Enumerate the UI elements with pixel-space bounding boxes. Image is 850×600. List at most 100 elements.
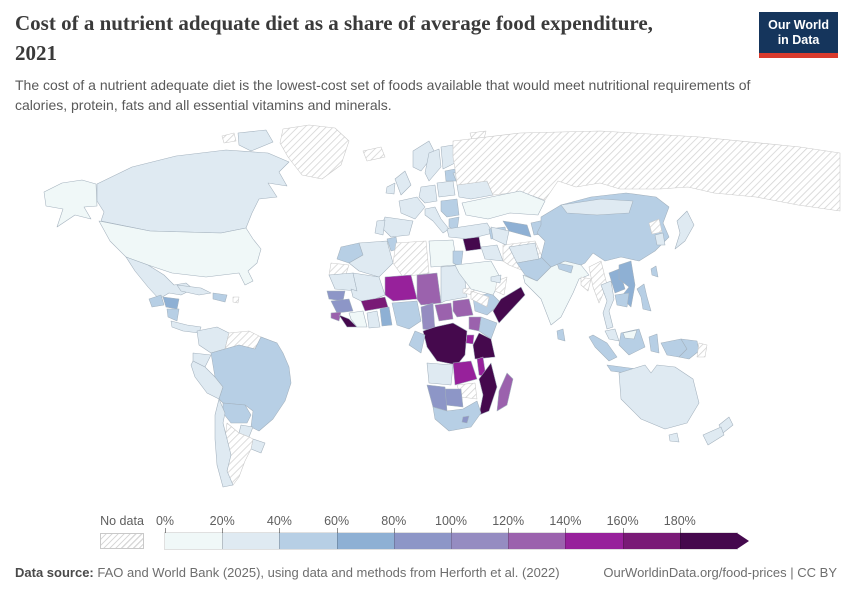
country-guinea[interactable] bbox=[330, 298, 354, 314]
country-bangladesh[interactable] bbox=[580, 276, 592, 292]
country-tanzania[interactable] bbox=[472, 332, 496, 360]
country-somalia[interactable] bbox=[492, 286, 526, 324]
country-cambodia[interactable] bbox=[614, 292, 630, 308]
country-ireland[interactable] bbox=[385, 182, 396, 195]
country-mozambique[interactable] bbox=[478, 362, 498, 416]
country-cameroon[interactable] bbox=[420, 302, 436, 332]
legend-bin-180%+[interactable] bbox=[679, 533, 737, 549]
country-mali[interactable] bbox=[350, 272, 386, 304]
legend-bin-40-60%[interactable] bbox=[279, 533, 337, 549]
country-alaska[interactable] bbox=[43, 179, 98, 228]
country-burkina-faso[interactable] bbox=[360, 296, 389, 312]
country-chad[interactable] bbox=[416, 272, 442, 306]
country-new-zealand-south[interactable] bbox=[702, 426, 725, 446]
country-cuba[interactable] bbox=[176, 284, 212, 296]
country-portugal[interactable] bbox=[374, 219, 386, 236]
country-mauritania[interactable] bbox=[328, 272, 358, 292]
country-algeria[interactable] bbox=[348, 240, 394, 278]
country-yemen[interactable] bbox=[470, 290, 490, 308]
country-uruguay[interactable] bbox=[250, 438, 266, 454]
country-philippines[interactable] bbox=[636, 283, 652, 312]
country-zambia[interactable] bbox=[452, 360, 478, 386]
country-lesser-antilles[interactable] bbox=[232, 296, 240, 304]
country-hispaniola[interactable] bbox=[212, 292, 228, 303]
country-syria[interactable] bbox=[462, 236, 482, 252]
legend-bin-20-40%[interactable] bbox=[222, 533, 280, 549]
country-malaysia[interactable] bbox=[604, 328, 620, 342]
country-congo-gabon[interactable] bbox=[408, 330, 426, 354]
country-sweden[interactable] bbox=[424, 148, 442, 182]
country-iraq[interactable] bbox=[480, 244, 504, 262]
country-nigeria[interactable] bbox=[391, 300, 422, 330]
country-south-africa[interactable] bbox=[432, 400, 482, 432]
country-north-korea[interactable] bbox=[648, 218, 663, 235]
country-turkmenistan[interactable] bbox=[490, 226, 510, 246]
country-arctic-islands[interactable] bbox=[221, 132, 237, 144]
country-niger[interactable] bbox=[384, 274, 418, 302]
country-canada[interactable] bbox=[96, 149, 290, 234]
country-sri-lanka[interactable] bbox=[556, 328, 566, 342]
country-spain[interactable] bbox=[380, 216, 414, 238]
legend-bin-60-80%[interactable] bbox=[336, 533, 394, 549]
country-baffin[interactable] bbox=[237, 129, 274, 152]
legend-bin-80-100%[interactable] bbox=[393, 533, 451, 549]
country-saudi-arabia[interactable] bbox=[454, 260, 502, 296]
country-thailand[interactable] bbox=[600, 280, 615, 330]
country-ivory-coast[interactable] bbox=[348, 310, 368, 328]
country-guatemala[interactable] bbox=[148, 294, 165, 308]
country-drc[interactable] bbox=[422, 322, 468, 366]
country-togo-benin[interactable] bbox=[379, 306, 393, 327]
country-sierra-leone[interactable] bbox=[330, 311, 342, 322]
legend-bin-120-140%[interactable] bbox=[508, 533, 566, 549]
country-south-sudan[interactable] bbox=[452, 298, 474, 318]
country-laos[interactable] bbox=[608, 268, 626, 294]
country-indonesia-sumatra[interactable] bbox=[588, 334, 618, 362]
country-angola[interactable] bbox=[426, 362, 454, 386]
country-myanmar[interactable] bbox=[588, 260, 608, 304]
country-iceland[interactable] bbox=[362, 146, 386, 162]
country-uganda[interactable] bbox=[468, 316, 482, 332]
country-chile[interactable] bbox=[214, 398, 234, 488]
country-germany[interactable] bbox=[418, 184, 438, 204]
legend-bin-0-20%[interactable] bbox=[165, 533, 223, 549]
country-italy[interactable] bbox=[424, 206, 450, 234]
country-rwanda-burundi[interactable] bbox=[465, 334, 475, 345]
country-central-african-republic[interactable] bbox=[434, 302, 454, 322]
country-honduras[interactable] bbox=[162, 296, 180, 310]
country-australia[interactable] bbox=[618, 364, 700, 430]
country-russia[interactable] bbox=[452, 130, 841, 212]
country-turkey[interactable] bbox=[446, 222, 494, 240]
owid-logo[interactable]: Our World in Data bbox=[759, 12, 838, 58]
country-costa-rica-panama[interactable] bbox=[170, 320, 202, 334]
country-papua-new-guinea[interactable] bbox=[678, 338, 700, 360]
legend-bin-100-120%[interactable] bbox=[450, 533, 509, 549]
legend-bin-160-180%[interactable] bbox=[622, 533, 680, 549]
country-madagascar[interactable] bbox=[496, 372, 514, 412]
country-solomon-islands[interactable] bbox=[696, 342, 708, 358]
license-link[interactable]: OurWorldinData.org/food-prices | CC BY bbox=[603, 565, 837, 580]
no-data-swatch[interactable] bbox=[100, 533, 144, 549]
country-uae[interactable] bbox=[490, 274, 502, 284]
country-tasmania[interactable] bbox=[668, 432, 680, 443]
country-south-korea[interactable] bbox=[654, 232, 666, 246]
country-mongolia[interactable] bbox=[560, 198, 634, 216]
country-kazakhstan[interactable] bbox=[461, 190, 546, 220]
country-namibia[interactable] bbox=[426, 384, 448, 412]
country-balkans[interactable] bbox=[440, 198, 460, 218]
country-taiwan[interactable] bbox=[650, 265, 659, 278]
country-libya[interactable] bbox=[392, 240, 430, 278]
country-malaysia-borneo[interactable] bbox=[622, 329, 638, 340]
country-lesotho[interactable] bbox=[461, 415, 470, 424]
country-ghana[interactable] bbox=[366, 310, 381, 329]
country-greenland[interactable] bbox=[279, 124, 350, 180]
country-uzbekistan[interactable] bbox=[502, 220, 532, 238]
country-nepal[interactable] bbox=[556, 262, 574, 274]
country-nicaragua[interactable] bbox=[166, 308, 180, 322]
country-france[interactable] bbox=[398, 196, 426, 220]
legend-bin-140-160%[interactable] bbox=[565, 533, 623, 549]
country-poland[interactable] bbox=[436, 180, 456, 198]
country-japan[interactable] bbox=[674, 210, 695, 250]
country-brazil[interactable] bbox=[210, 336, 292, 432]
country-uk[interactable] bbox=[394, 170, 412, 196]
country-indonesia-sulawesi[interactable] bbox=[648, 333, 660, 354]
